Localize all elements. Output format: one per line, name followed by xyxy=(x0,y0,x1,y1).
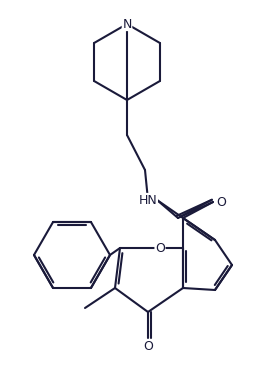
Text: O: O xyxy=(155,242,165,255)
Text: O: O xyxy=(216,196,226,209)
Text: O: O xyxy=(143,341,153,354)
Text: HN: HN xyxy=(139,194,157,207)
Text: N: N xyxy=(122,17,132,30)
Text: O: O xyxy=(216,196,226,209)
